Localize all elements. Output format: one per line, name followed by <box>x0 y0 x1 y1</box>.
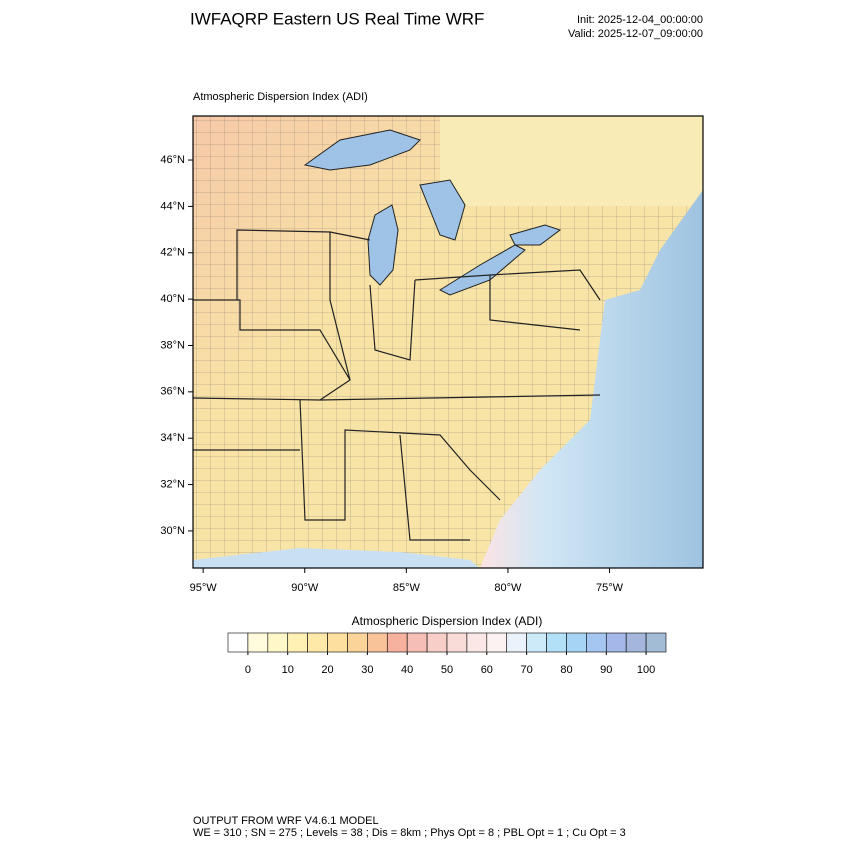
lake-erie <box>438 244 526 296</box>
colorbar-box <box>426 632 448 653</box>
lat-label: 42°N <box>160 247 185 259</box>
lat-label: 44°N <box>160 200 185 212</box>
colorbar-box <box>386 632 408 653</box>
lat-label: 36°N <box>160 386 185 398</box>
colorbar: 0 10 20 30 40 50 60 70 80 90 100 <box>227 632 667 676</box>
lat-label: 32°N <box>160 478 185 490</box>
canada <box>440 116 703 206</box>
gulf <box>193 548 480 568</box>
lake-superior <box>303 129 421 171</box>
colorbar-box <box>307 632 328 653</box>
colorbar-label: 40 <box>401 664 413 676</box>
colorbar-label: 100 <box>637 664 655 676</box>
map-subtitle: Atmospheric Dispersion Index (ADI) <box>193 91 368 103</box>
colorbar-box <box>446 632 468 653</box>
colorbar-box <box>645 632 667 653</box>
colorbar-label: 20 <box>321 664 333 676</box>
lat-label: 30°N <box>160 525 185 537</box>
colorbar-label: 30 <box>361 664 373 676</box>
colorbar-label: 90 <box>600 664 612 676</box>
colorbar-box <box>486 632 508 653</box>
colorbar-box <box>625 632 647 653</box>
map-axes: 46°N 44°N 42°N 40°N 38°N 36°N 34°N 32°N 30°N 95°W… <box>160 154 623 594</box>
colorbar-box <box>347 632 368 653</box>
colorbar-box <box>287 632 308 653</box>
map-frame <box>192 115 704 569</box>
lon-label: 95°W <box>190 582 218 594</box>
lat-label: 38°N <box>160 339 185 351</box>
lake-michigan <box>367 204 399 286</box>
colorbar-title: Atmospheric Dispersion Index (ADI) <box>352 614 543 628</box>
atlantic <box>480 190 703 568</box>
lon-label: 90°W <box>291 582 319 594</box>
footer-line: WE = 310 ; SN = 275 ; Levels = 38 ; Dis … <box>193 827 626 839</box>
lon-label: 80°W <box>494 582 522 594</box>
footer-line: OUTPUT FROM WRF V4.6.1 MODEL <box>193 815 379 827</box>
colorbar-label: 70 <box>521 664 533 676</box>
colorbar-box <box>267 632 289 653</box>
colorbar-label: 60 <box>481 664 493 676</box>
valid-time: Valid: 2025-12-07_09:00:00 <box>568 28 703 40</box>
colorbar-box <box>247 632 269 653</box>
colorbar-box <box>406 632 428 653</box>
state-lines <box>193 229 601 541</box>
lon-label: 75°W <box>596 582 624 594</box>
colorbar-box <box>466 632 488 653</box>
lake-ontario <box>509 224 562 246</box>
title: IWFAQRP Eastern US Real Time WRF <box>190 9 484 28</box>
lat-label: 34°N <box>160 432 185 444</box>
colorbar-box <box>526 632 547 653</box>
colorbar-label: 0 <box>245 664 251 676</box>
colorbar-box <box>605 632 627 653</box>
colorbar-box <box>566 632 587 653</box>
colorbar-label: 10 <box>282 664 294 676</box>
colorbar-label: 80 <box>560 664 572 676</box>
map-area <box>193 116 703 568</box>
init-time: Init: 2025-12-04_00:00:00 <box>577 14 703 26</box>
colorbar-box <box>327 632 348 653</box>
lon-label: 85°W <box>393 582 421 594</box>
colorbar-box <box>367 632 388 653</box>
lake-huron <box>419 179 466 241</box>
colorbar-label: 50 <box>441 664 453 676</box>
lat-label: 40°N <box>160 293 185 305</box>
colorbar-box <box>227 632 249 653</box>
colorbar-box <box>506 632 527 653</box>
lat-label: 46°N <box>160 154 185 166</box>
colorbar-box <box>546 632 567 653</box>
colorbar-box <box>586 632 607 653</box>
